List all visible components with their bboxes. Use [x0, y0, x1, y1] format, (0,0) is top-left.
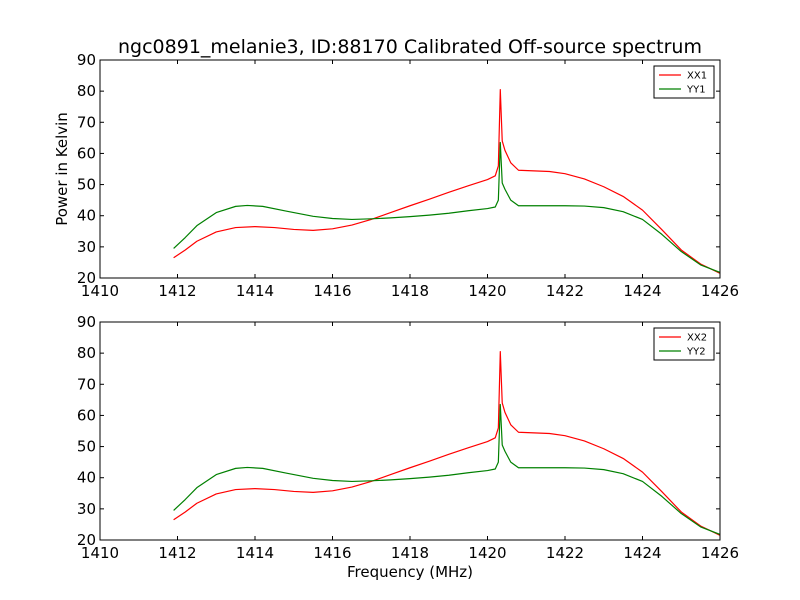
x-tick-label: 1412 [158, 544, 196, 562]
x-tick-label: 1410 [81, 282, 119, 300]
x-tick-label: 1422 [546, 282, 584, 300]
x-tick-label: 1414 [236, 544, 274, 562]
chart-title: ngc0891_melanie3, ID:88170 Calibrated Of… [118, 36, 702, 58]
legend-label-yy2: YY2 [686, 347, 706, 358]
x-tick-label: 1414 [236, 282, 274, 300]
x-tick-label: 1420 [468, 282, 506, 300]
y-tick-label: 20 [77, 269, 96, 287]
x-tick-label: 1424 [623, 544, 661, 562]
y-tick-label: 80 [77, 344, 96, 362]
x-tick-label: 1426 [701, 282, 739, 300]
y-tick-label: 50 [77, 176, 96, 194]
y-tick-label: 90 [77, 313, 96, 331]
x-tick-label: 1422 [546, 544, 584, 562]
y-tick-label: 40 [77, 207, 96, 225]
y-tick-label: 30 [77, 238, 96, 256]
y-tick-label: 90 [77, 51, 96, 69]
y-tick-label: 20 [77, 531, 96, 549]
y-tick-label: 50 [77, 438, 96, 456]
x-tick-label: 1416 [313, 544, 351, 562]
x-tick-label: 1418 [391, 282, 429, 300]
y-tick-label: 70 [77, 113, 96, 131]
x-tick-label: 1416 [313, 282, 351, 300]
y-tick-label: 70 [77, 375, 96, 393]
series-line-yy2 [173, 403, 720, 535]
series-line-xx2 [173, 350, 720, 536]
y-tick-label: 80 [77, 82, 96, 100]
top-panel: 1410 1412 1414 1416 1418 1420 1422 1424 1426 20 30… [77, 51, 739, 300]
x-tick-label: 1410 [81, 544, 119, 562]
y-tick-label: 30 [77, 500, 96, 518]
x-tick-label: 1418 [391, 544, 429, 562]
x-tick-label: 1424 [623, 282, 661, 300]
y-tick-label: 40 [77, 469, 96, 487]
y-tick-label: 60 [77, 406, 96, 424]
x-axis-label: Frequency (MHz) [347, 563, 473, 581]
x-tick-label: 1412 [158, 282, 196, 300]
legend-box [653, 65, 715, 99]
legend-label-xx2: XX2 [687, 333, 707, 344]
bottom-panel: 1410 1412 1414 1416 1418 1420 1422 1424 1426 20 30… [77, 313, 739, 562]
legend-label-xx1: XX1 [687, 71, 707, 82]
x-tick-label: 1426 [701, 544, 739, 562]
series-line-xx1 [173, 88, 720, 274]
y-tick-label: 60 [77, 144, 96, 162]
y-axis-label: Power in Kelvin [53, 112, 71, 226]
legend-box [653, 327, 715, 361]
series-line-yy1 [173, 141, 720, 273]
legend-label-yy1: YY1 [686, 85, 706, 96]
x-tick-label: 1420 [468, 544, 506, 562]
